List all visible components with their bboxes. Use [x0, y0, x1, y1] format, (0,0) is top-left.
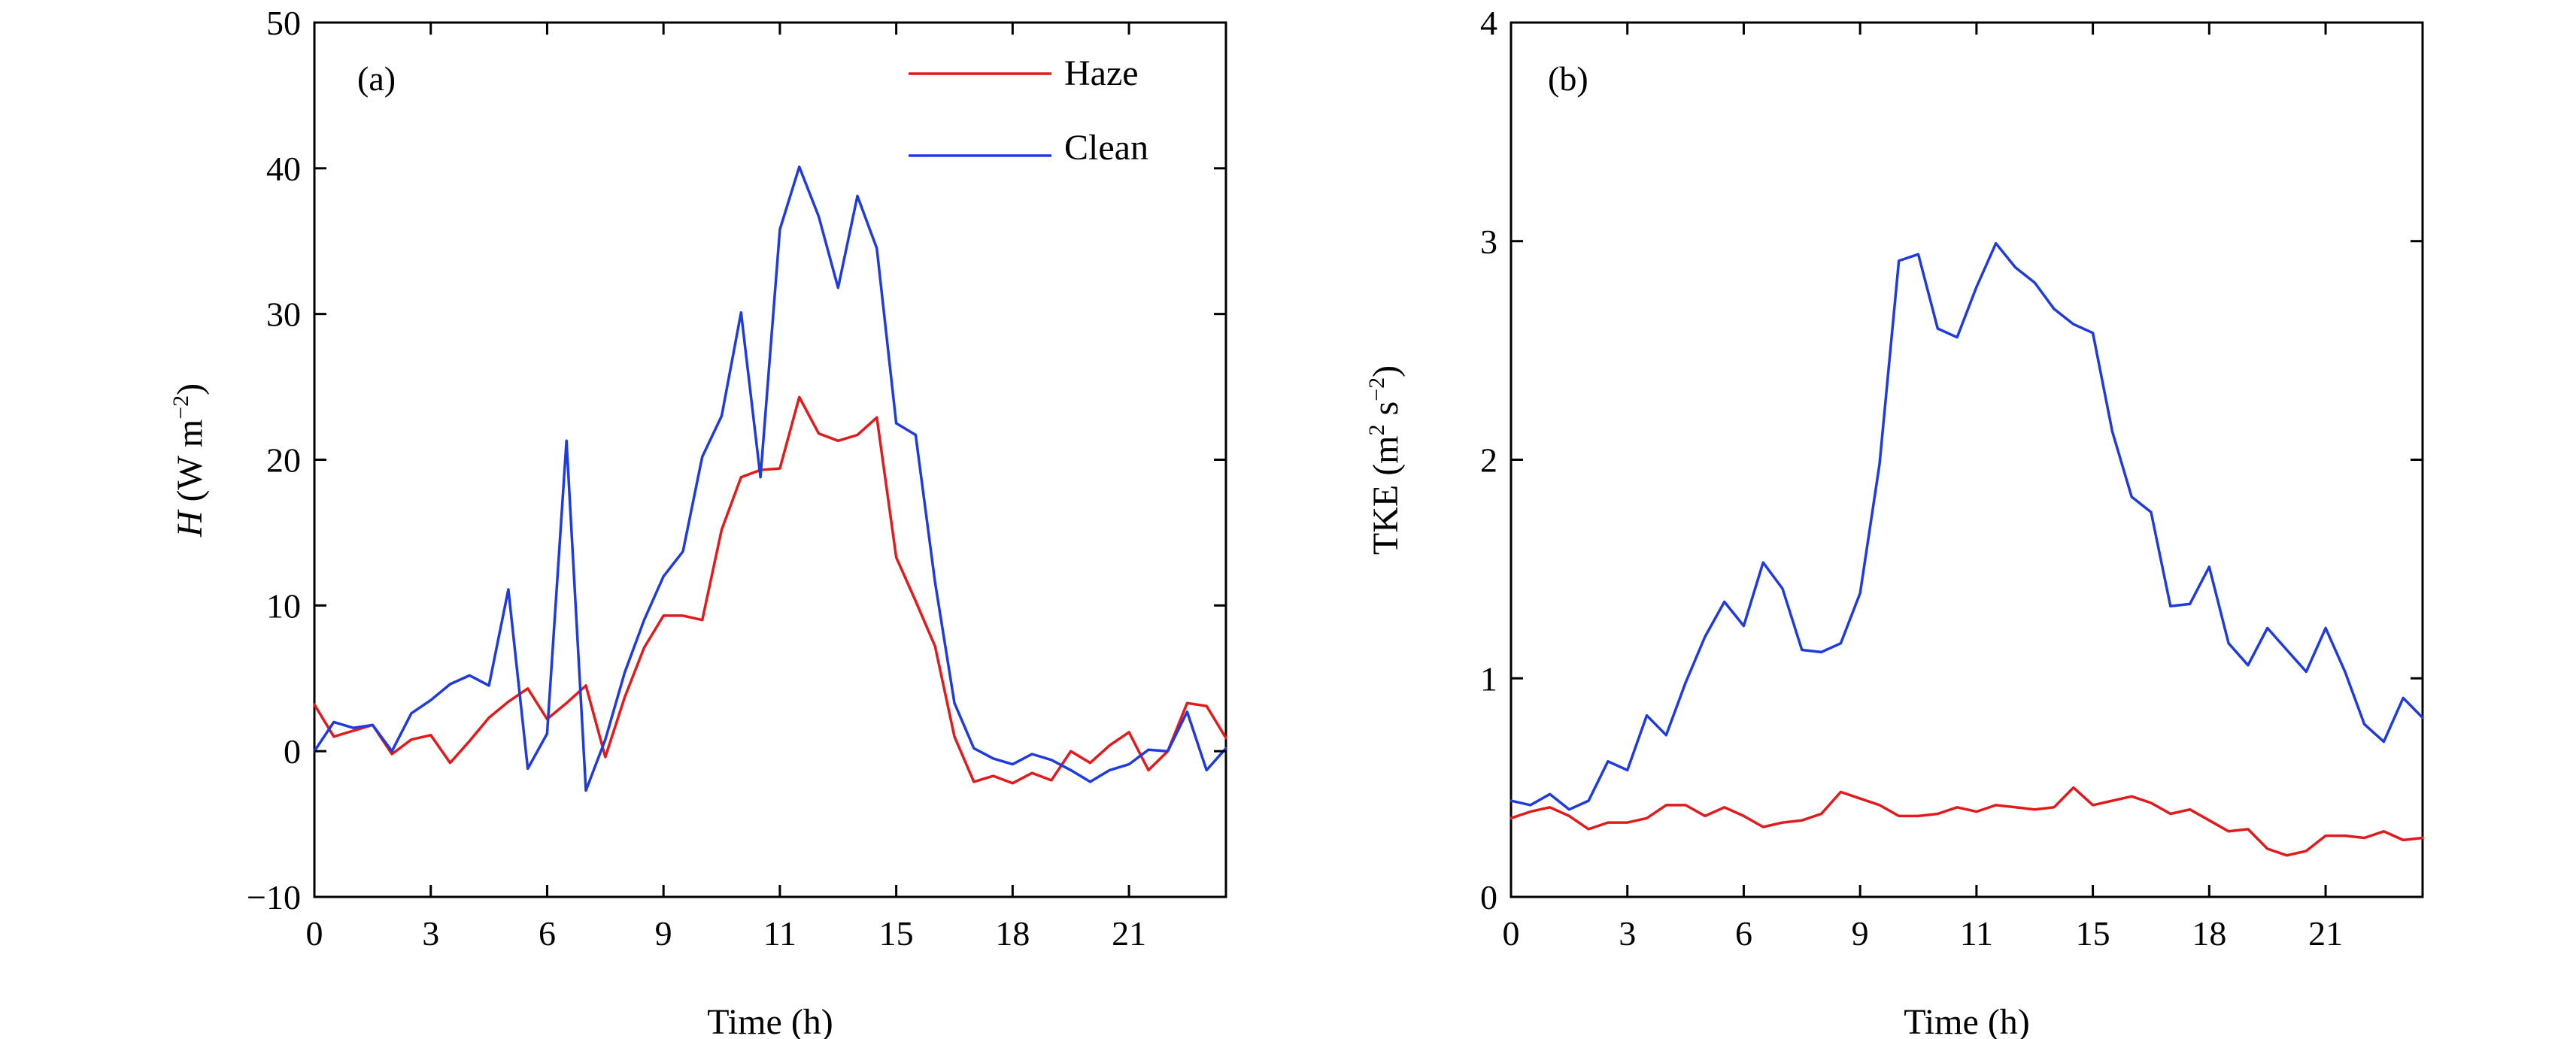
panel-b-x-tick-label: 11 [1960, 914, 1993, 953]
panel-a-x-tick-label: 3 [422, 914, 439, 953]
panel-a-y-tick-label: 30 [266, 295, 301, 334]
panel-b-y-exponent-2: −2 [1364, 377, 1389, 401]
panel-b-y-axis-title: TKE (m2 s−2) [1364, 365, 1406, 555]
panel-b-y-exponent-1: 2 [1364, 424, 1389, 435]
panel-a-series-clean-line [313, 165, 1227, 792]
panel-b-x-tick-label: 3 [1619, 914, 1636, 953]
panel-b-y-text: TKE (m [1366, 435, 1406, 555]
panel-a-series-haze-line [313, 395, 1227, 785]
panel-b-y-close: ) [1366, 365, 1406, 377]
panel-b-series-clean-line [1509, 241, 2424, 811]
panel-b-x-axis-title: Time (h) [1904, 1002, 2030, 1039]
panel-b-series [1509, 241, 2424, 857]
panel-a-x-tick-label: 15 [879, 914, 914, 953]
legend-haze-label: Haze [1064, 53, 1139, 93]
panel-a-y-symbol: H [170, 509, 210, 538]
panel-b-x-tick-label: 21 [2308, 914, 2343, 953]
panel-b-ticks [1509, 21, 2423, 898]
panel-a-x-tick-label: 9 [655, 914, 672, 953]
panel-b-label: (b) [1548, 59, 1588, 98]
panel-a-x-tick-label: 21 [1112, 914, 1146, 953]
panel-a-x-axis-title: Time (h) [707, 1002, 833, 1039]
panel-a-x-tick-label: 6 [539, 914, 556, 953]
panel-b-plot-frame [1509, 21, 2424, 898]
panel-a-legend: Haze Clean [909, 53, 1148, 168]
panel-a-x-tick-label: 11 [763, 914, 796, 953]
panel-a-ticks [313, 21, 1226, 898]
legend-clean-label: Clean [1064, 128, 1148, 168]
panel-b-y-tick-label: 0 [1480, 878, 1497, 916]
panel-b-x-tick-label: 0 [1503, 914, 1520, 953]
panel-b-y-tick-label: 3 [1480, 223, 1497, 261]
panel-b-x-tick-label: 15 [2076, 914, 2110, 953]
panel-a-y-unit: (W m [170, 420, 210, 511]
panel-a-x-tick-label: 18 [995, 914, 1030, 953]
panel-b-series-haze-line [1509, 786, 2424, 857]
panel-a-y-tick-label: 20 [266, 441, 301, 480]
panel-b-y-tick-label: 4 [1480, 4, 1497, 42]
panel-b-y-tick-label: 1 [1480, 659, 1497, 698]
panel-a-y-tick-label: −10 [247, 878, 301, 916]
panel-a-y-tick-label: 50 [266, 4, 301, 42]
panel-a-y-close: ) [170, 383, 210, 395]
panel-a-x-tick-label: 0 [306, 914, 323, 953]
panel-a-series [313, 165, 1227, 792]
panel-b-tick-labels: 0 3 6 9 11 15 18 21 0 1 2 3 4 [1480, 4, 2343, 953]
panel-b-y-mid: s [1366, 401, 1406, 425]
panel-b-x-tick-label: 9 [1852, 914, 1869, 953]
panel-b-y-tick-label: 2 [1480, 441, 1497, 480]
panel-a-y-tick-label: 0 [284, 732, 301, 771]
panel-b-x-tick-label: 18 [2192, 914, 2226, 953]
panel-b-x-tick-label: 6 [1735, 914, 1752, 953]
panel-a-y-exponent: −2 [168, 395, 193, 420]
panel-a-y-axis-title: H (W m−2) [168, 383, 210, 538]
panel-a-y-tick-label: 40 [266, 150, 301, 188]
panel-a-label: (a) [357, 59, 396, 98]
panel-a-y-tick-label: 10 [266, 586, 301, 625]
